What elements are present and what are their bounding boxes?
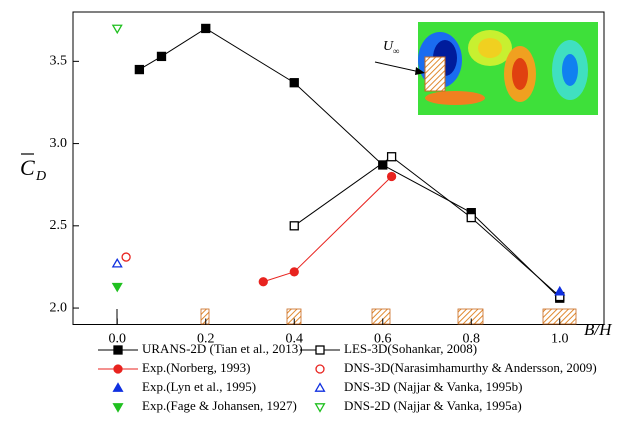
- marker: [388, 172, 396, 180]
- legend-marker: [316, 384, 325, 392]
- series-line: [263, 176, 391, 281]
- x-tick-label: 1.0: [551, 332, 569, 347]
- y-axis-label-sub: D: [35, 169, 46, 184]
- legend-label: DNS-3D(Narasimhamurthy & Andersson, 2009…: [344, 360, 597, 375]
- legend-label: Exp.(Fage & Johansen, 1927): [142, 398, 297, 413]
- inset-label: U∞: [383, 39, 400, 56]
- legend-marker: [316, 404, 325, 412]
- marker: [290, 268, 298, 276]
- y-axis-label: C: [20, 155, 35, 180]
- inset-image: [375, 22, 598, 115]
- marker: [555, 287, 564, 295]
- x-tick-label: 0.0: [109, 332, 127, 347]
- marker: [113, 25, 122, 33]
- legend-marker: [114, 365, 122, 373]
- marker: [113, 283, 122, 291]
- marker: [202, 24, 210, 32]
- chart: U∞ C D B/H 0.00.20.40.60.81.02.02.53.03.…: [0, 0, 635, 446]
- legend-label: Exp.(Norberg, 1993): [142, 360, 250, 375]
- legend-label: URANS-2D (Tian et al., 2013): [142, 341, 303, 356]
- legend-label: LES-3D(Sohankar, 2008): [344, 341, 477, 356]
- section-icons: [201, 309, 576, 324]
- y-tick-label: 2.5: [50, 218, 68, 233]
- marker: [290, 222, 298, 230]
- inset-label-sub: ∞: [393, 46, 399, 56]
- legend-marker: [114, 404, 123, 412]
- legend-marker: [114, 384, 123, 392]
- marker: [135, 66, 143, 74]
- legend-marker: [316, 346, 324, 354]
- marker: [113, 259, 122, 267]
- legend-label: DNS-2D (Najjar & Vanka, 1995a): [344, 398, 522, 413]
- marker: [290, 79, 298, 87]
- legend-label: DNS-3D (Najjar & Vanka, 1995b): [344, 379, 522, 394]
- marker: [388, 153, 396, 161]
- y-tick-label: 3.0: [50, 136, 68, 151]
- x-axis-label: B/H: [584, 320, 613, 339]
- marker: [259, 278, 267, 286]
- marker: [122, 253, 130, 261]
- legend-marker: [114, 346, 122, 354]
- marker: [158, 52, 166, 60]
- marker: [467, 214, 475, 222]
- legend-marker: [316, 365, 324, 373]
- y-tick-label: 3.5: [50, 54, 68, 69]
- series-line: [294, 157, 560, 297]
- legend-label: Exp.(Lyn et al., 1995): [142, 379, 256, 394]
- y-tick-label: 2.0: [50, 300, 68, 315]
